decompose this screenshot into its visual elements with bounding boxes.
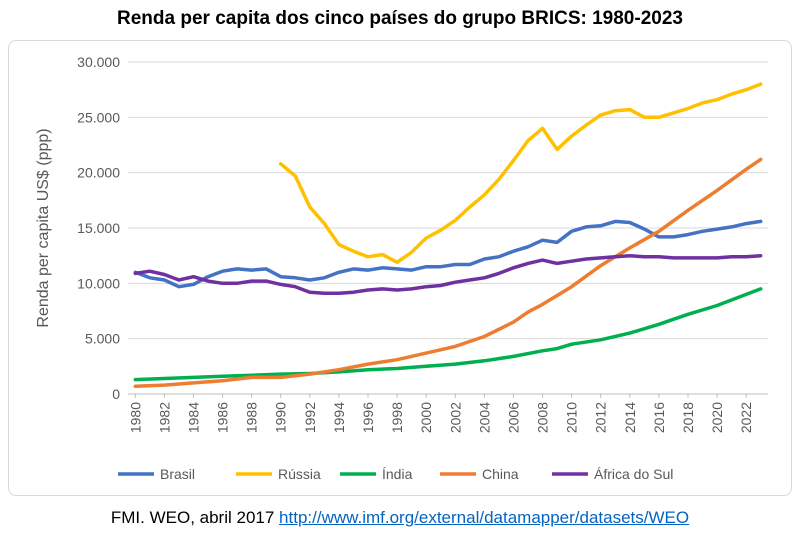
legend-label: Índia bbox=[382, 466, 413, 482]
chart-title: Renda per capita dos cinco países do gru… bbox=[117, 8, 683, 29]
x-tick-label: 2016 bbox=[651, 402, 667, 433]
x-tick-label: 1998 bbox=[389, 402, 405, 433]
x-tick-label: 2022 bbox=[738, 402, 754, 433]
y-tick-label: 30.000 bbox=[77, 54, 120, 70]
x-tick-label: 2004 bbox=[476, 402, 492, 433]
source-note: FMI. WEO, abril 2017 http://www.imf.org/… bbox=[0, 508, 800, 528]
series-line-áfrica-do-sul bbox=[133, 253, 763, 296]
source-text: FMI. WEO, abril 2017 bbox=[110, 508, 280, 527]
y-tick-label: 25.000 bbox=[77, 109, 120, 125]
x-tick-label: 1988 bbox=[244, 402, 260, 433]
legend-label: África do Sul bbox=[594, 466, 673, 482]
x-tick-label: 1996 bbox=[360, 402, 376, 433]
y-tick-label: 5.000 bbox=[85, 331, 120, 347]
x-tick-label: 2014 bbox=[622, 402, 638, 433]
x-tick-label: 2006 bbox=[505, 402, 521, 433]
y-tick-label: 20.000 bbox=[77, 165, 120, 181]
x-tick-label: 1992 bbox=[302, 402, 318, 433]
y-tick-label: 0 bbox=[112, 386, 120, 402]
line-chart: 0 5.000 10.000 15.000 20.000 25.000 30.000 198… bbox=[35, 54, 768, 482]
x-tick-label: 2020 bbox=[709, 402, 725, 433]
y-tick-label: 10.000 bbox=[77, 275, 120, 291]
legend-label: Rússia bbox=[278, 466, 321, 482]
y-axis-ticks: 0 5.000 10.000 15.000 20.000 25.000 30.000 bbox=[77, 54, 120, 402]
x-tick-label: 2010 bbox=[564, 402, 580, 433]
x-tick-label: 2012 bbox=[593, 402, 609, 433]
x-axis-ticks: 1980 1982 1984 1986 1988 1990 1992 1994 1996 1998… bbox=[127, 394, 754, 433]
legend-label: China bbox=[482, 466, 519, 482]
x-tick-label: 1984 bbox=[185, 402, 201, 433]
legend-label: Brasil bbox=[160, 466, 195, 482]
legend: Brasil Rússia Índia China África do Sul bbox=[118, 466, 673, 482]
source-link[interactable]: http://www.imf.org/external/datamapper/d… bbox=[279, 508, 690, 527]
x-tick-label: 1990 bbox=[273, 402, 289, 433]
x-tick-label: 1986 bbox=[215, 402, 231, 433]
x-tick-label: 2000 bbox=[418, 402, 434, 433]
y-tick-label: 15.000 bbox=[77, 220, 120, 236]
series-lines bbox=[133, 82, 763, 389]
x-tick-label: 1994 bbox=[331, 402, 347, 433]
x-tick-label: 1982 bbox=[156, 402, 172, 433]
y-axis-label: Renda per capita US$ (ppp) bbox=[35, 128, 52, 327]
series-line-china bbox=[133, 157, 763, 389]
series-line-rússia bbox=[278, 82, 763, 265]
series-line-brasil bbox=[133, 219, 763, 289]
series-line-índia bbox=[133, 287, 763, 382]
x-tick-label: 2008 bbox=[535, 402, 551, 433]
x-tick-label: 2018 bbox=[680, 402, 696, 433]
x-tick-label: 1980 bbox=[127, 402, 143, 433]
x-tick-label: 2002 bbox=[447, 402, 463, 433]
